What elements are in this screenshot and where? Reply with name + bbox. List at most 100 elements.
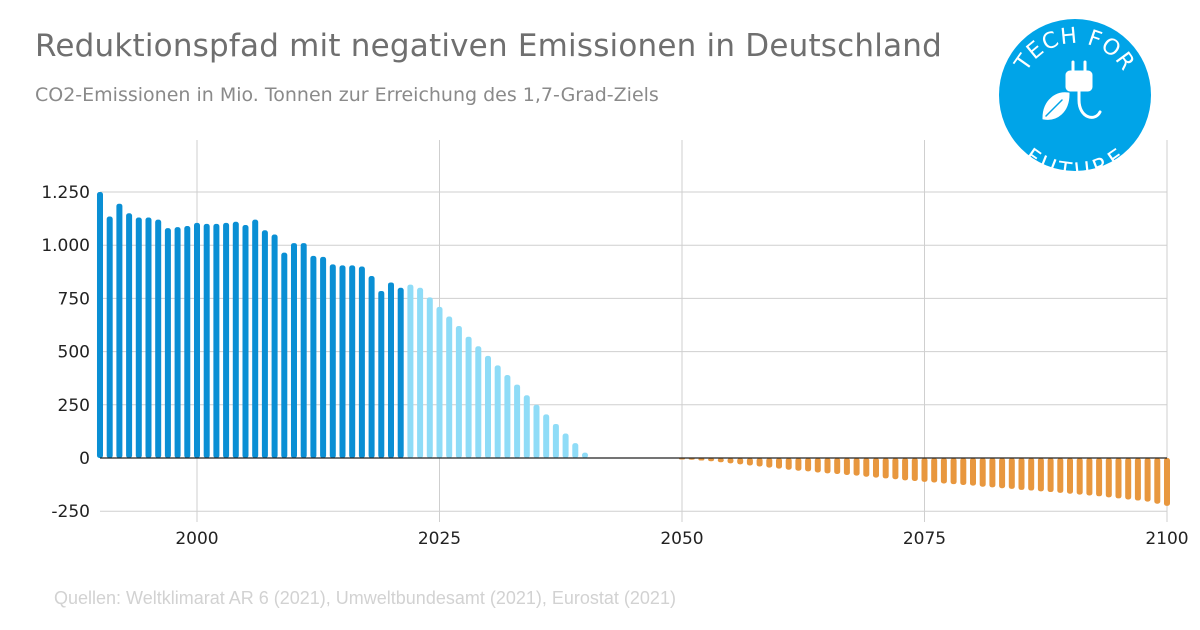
axis-labels: -250 0 250 500 750 1.000 1.250 2000 2025 2050 2075… [41,183,1188,549]
bar-2016 [349,265,356,458]
bar-2024 [426,297,433,458]
bar-2096 [1125,458,1132,500]
x-tick-label: 2025 [418,529,461,549]
bar-2010 [290,243,297,458]
bar-2086 [1028,458,1035,491]
bar-2015 [339,265,346,458]
bar-2000 [193,222,200,458]
bar-2021 [397,287,404,458]
bar-2019 [378,290,385,458]
bar-2003 [223,222,230,458]
chart-title: Reduktionspfad mit negativen Emissionen … [35,28,942,64]
bar-2014 [329,264,336,458]
bar-2067 [843,458,850,476]
bar-1992 [116,203,123,458]
bar-2004 [232,221,239,458]
bar-2079 [960,458,967,486]
bar-2087 [1037,458,1044,492]
bar-2058 [756,458,763,467]
bar-2065 [824,458,831,474]
bar-2012 [310,255,317,458]
bar-2099 [1154,458,1161,504]
bar-2005 [242,224,249,458]
y-tick-label: 0 [79,449,90,469]
bar-2011 [300,243,307,458]
bar-2034 [523,395,530,458]
bar-2020 [387,282,394,458]
bar-series [96,192,1170,506]
y-tick-label: 750 [58,289,90,309]
bar-2035 [533,404,540,458]
x-tick-label: 2000 [175,529,218,549]
bar-2009 [281,252,288,458]
grid-lines [100,140,1168,522]
bar-2063 [805,458,812,472]
bar-2006 [252,219,259,458]
bar-2001 [203,223,210,458]
bar-2002 [213,223,220,458]
bar-2007 [261,230,268,458]
bar-2059 [766,458,773,468]
bar-2064 [814,458,821,473]
bar-2017 [358,266,365,458]
y-tick-label: 1.250 [41,183,90,203]
bar-2026 [446,316,453,458]
bar-2090 [1066,458,1073,494]
bar-2070 [872,458,879,478]
bar-2074 [911,458,918,481]
bar-2062 [795,458,802,471]
bar-2080 [969,458,976,486]
bar-2068 [853,458,860,476]
bar-1994 [135,217,142,458]
bar-2025 [436,306,443,458]
source-note: Quellen: Weltklimarat AR 6 (2021), Umwel… [54,588,676,608]
bar-2088 [1047,458,1054,493]
bar-2083 [999,458,1006,489]
bar-2032 [504,375,511,458]
bar-2078 [950,458,957,485]
bar-2094 [1105,458,1112,498]
bar-2027 [455,326,462,458]
bar-2008 [271,234,278,458]
bar-2098 [1144,458,1151,502]
bar-2073 [902,458,909,481]
bar-2056 [737,458,744,465]
bar-2060 [775,458,782,469]
chart-subtitle: CO2-Emissionen in Mio. Tonnen zur Erreic… [35,84,659,106]
y-tick-label: -250 [51,502,90,522]
bar-2093 [1096,458,1103,497]
bar-1998 [174,227,181,458]
bar-1991 [106,216,113,458]
bar-2029 [475,346,482,458]
bar-1993 [126,213,133,458]
bar-2061 [785,458,792,470]
bar-2100 [1163,458,1170,506]
bar-2055 [727,458,734,464]
bar-2076 [931,458,938,483]
bar-2091 [1076,458,1083,495]
bar-1996 [155,219,162,458]
bar-2039 [572,443,579,458]
bar-2022 [407,284,414,458]
bar-2038 [562,433,569,458]
bar-2097 [1134,458,1141,501]
bar-2084 [1008,458,1015,489]
y-tick-label: 250 [58,396,90,416]
bar-1999 [184,226,191,458]
bar-2066 [834,458,841,474]
bar-2089 [1057,458,1064,493]
bar-2071 [882,458,889,479]
bar-2033 [514,384,521,458]
bar-2013 [320,256,327,458]
bar-2069 [863,458,870,477]
bar-1995 [145,217,152,458]
bar-1990 [96,192,103,458]
bar-2082 [989,458,996,488]
bar-2028 [465,336,472,458]
bar-2036 [543,414,550,458]
y-tick-label: 500 [58,343,90,363]
bar-2072 [892,458,899,480]
x-tick-label: 2100 [1145,529,1188,549]
bar-2053 [708,458,715,462]
